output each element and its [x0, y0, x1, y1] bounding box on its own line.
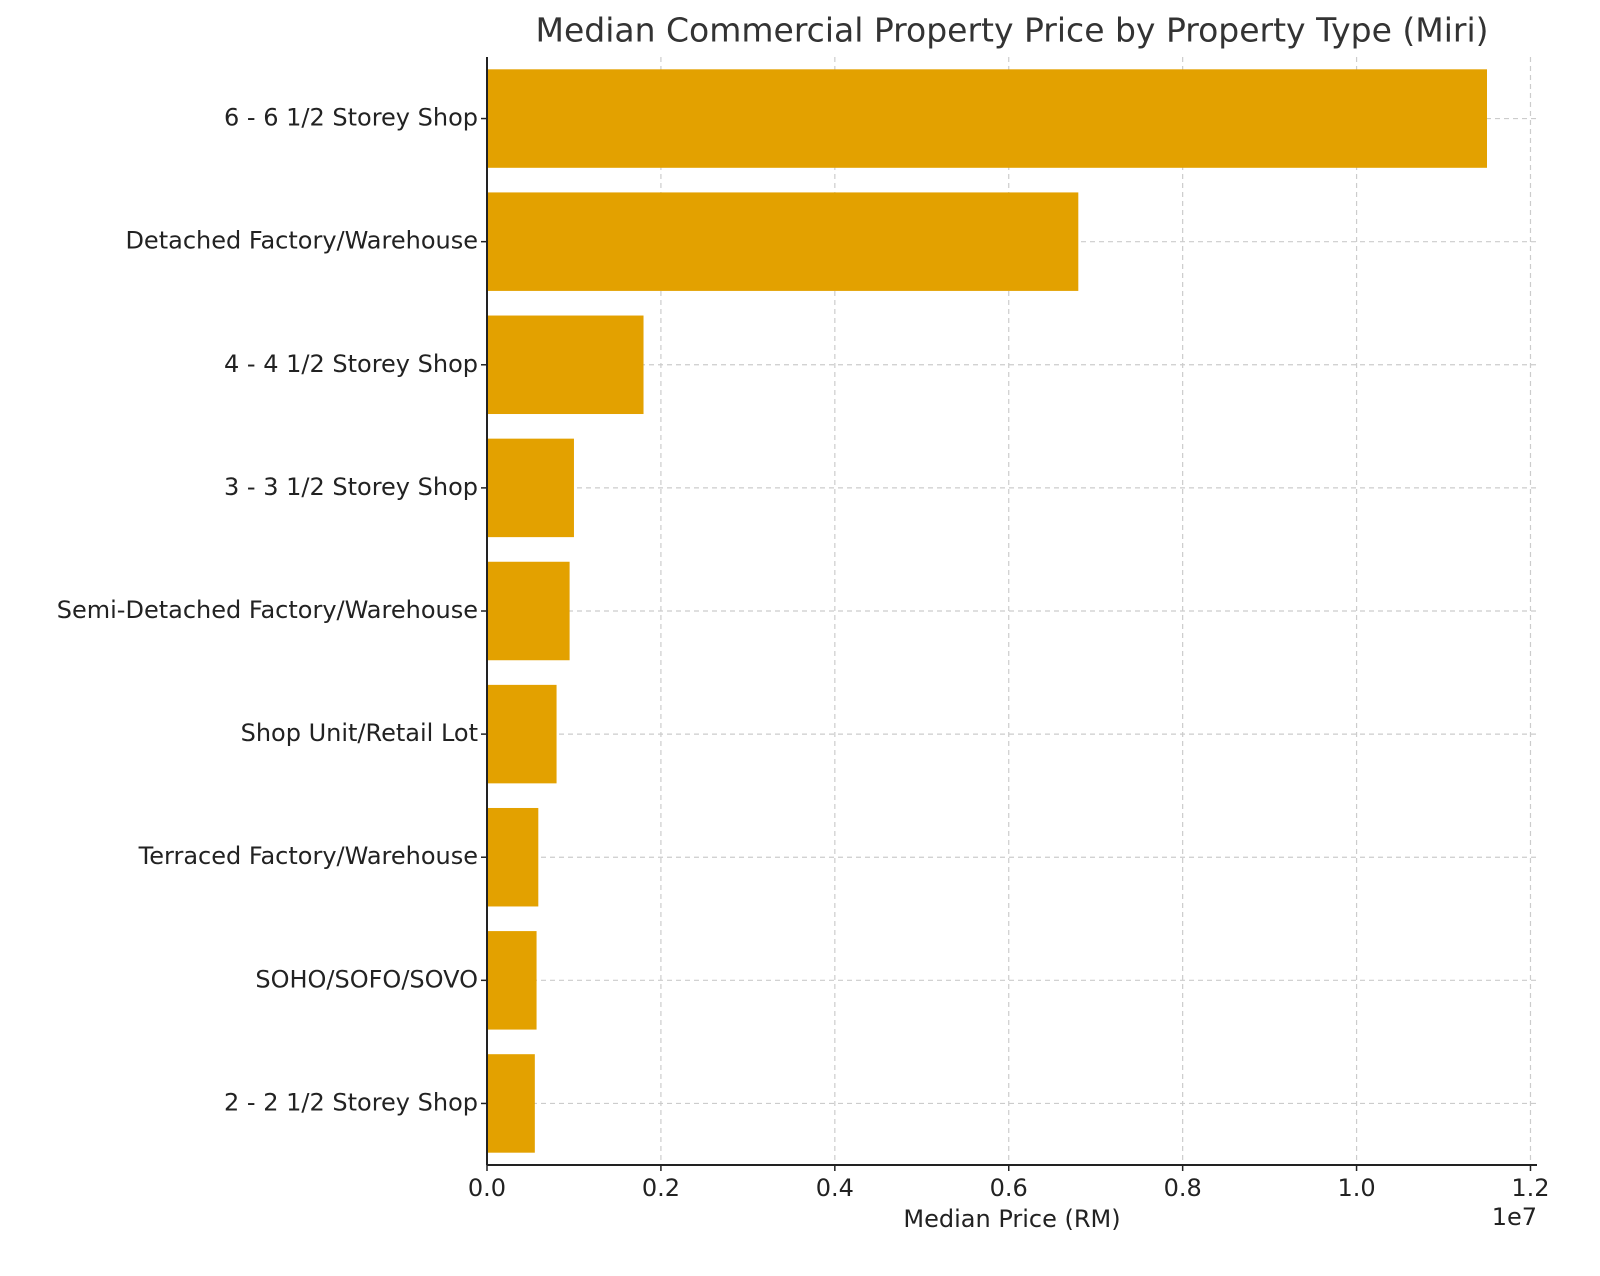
x-tick-label: 0.0: [468, 1174, 506, 1202]
bar: [487, 684, 557, 784]
y-tick-label: 3 - 3 1/2 Storey Shop: [224, 473, 478, 501]
x-tick-label: 1.0: [1337, 1174, 1375, 1202]
bar: [487, 315, 644, 415]
y-tick-label: Shop Unit/Retail Lot: [241, 719, 478, 747]
bar: [487, 561, 570, 661]
x-tick-label: 1.2: [1511, 1174, 1549, 1202]
y-tick-label: Detached Factory/Warehouse: [125, 227, 478, 255]
x-offset-label: 1e7: [1492, 1203, 1537, 1231]
y-tick-label: SOHO/SOFO/SOVO: [255, 965, 478, 993]
bar: [487, 192, 1079, 291]
y-tick-label: 4 - 4 1/2 Storey Shop: [224, 350, 478, 378]
x-tick-label: 0.2: [642, 1174, 680, 1202]
x-tick-label: 0.4: [816, 1174, 854, 1202]
y-tick-label: 2 - 2 1/2 Storey Shop: [224, 1088, 478, 1116]
y-tick-label: Terraced Factory/Warehouse: [138, 842, 478, 870]
y-tick-label: Semi-Detached Factory/Warehouse: [57, 596, 478, 624]
x-axis-label: Median Price (RM): [903, 1205, 1120, 1233]
bar: [487, 931, 537, 1030]
bar: [487, 807, 539, 907]
bar: [487, 69, 1487, 168]
x-tick-label: 0.6: [990, 1174, 1028, 1202]
chart-title: Median Commercial Property Price by Prop…: [535, 11, 1488, 50]
bar: [487, 438, 574, 538]
y-tick-label: 6 - 6 1/2 Storey Shop: [224, 104, 478, 132]
x-tick-label: 0.8: [1164, 1174, 1202, 1202]
bar: [487, 1054, 535, 1153]
